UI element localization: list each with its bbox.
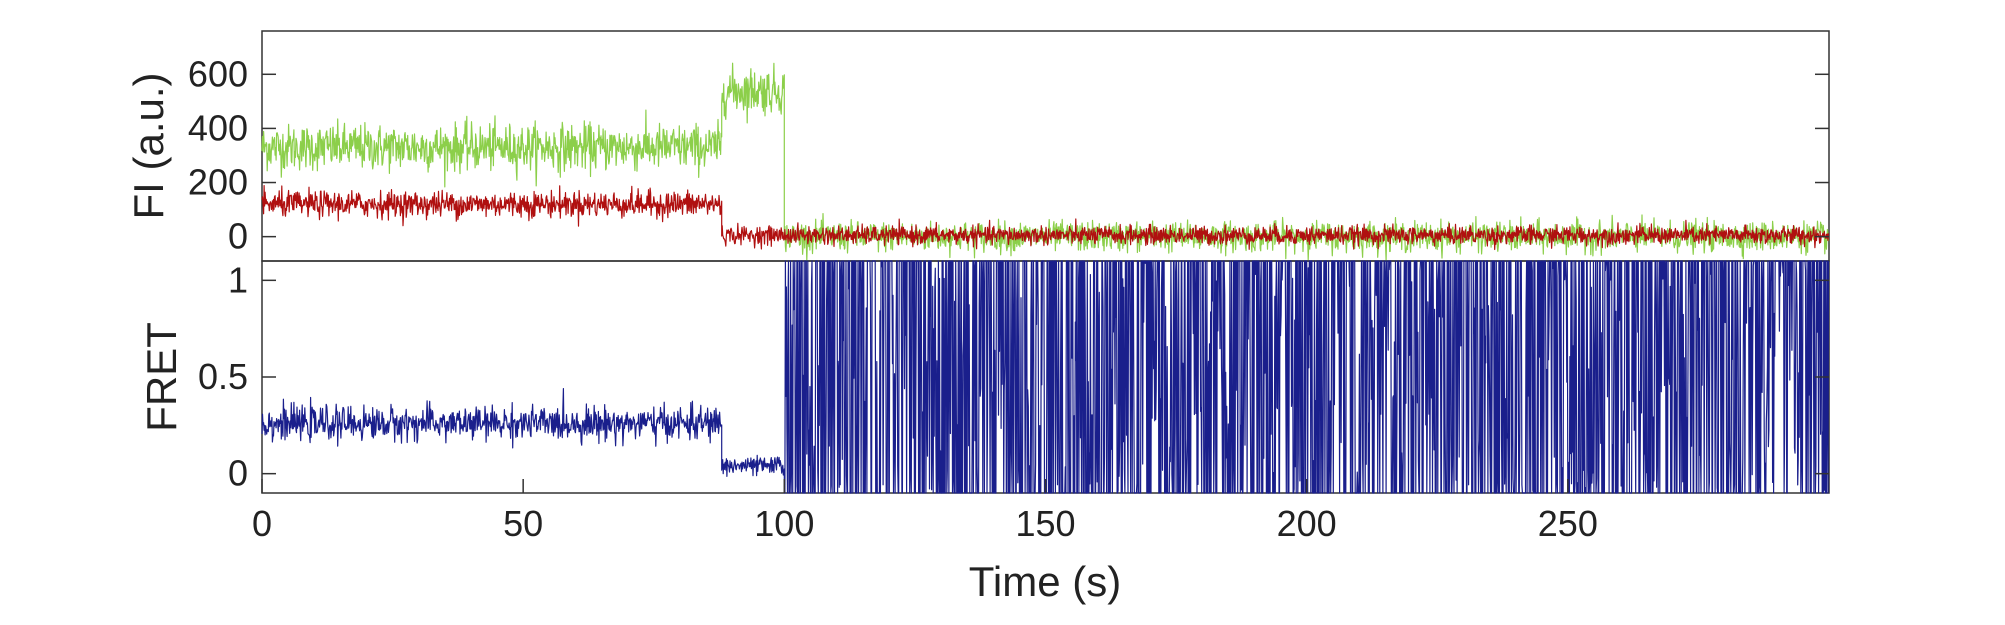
y-tick-label: 0 [228,453,248,494]
series-line-1-0 [261,260,1830,494]
y-tick-label: 200 [188,162,248,203]
y-tick-label: 600 [188,53,248,94]
x-tick-label: 200 [1277,503,1337,544]
x-tick-label: 150 [1015,503,1075,544]
bottom-y-ticks: 00.51 [198,259,1829,494]
top-y-ticks: 0 200 400 600 [188,53,1829,257]
y-tick-label: 400 [188,107,248,148]
y-tick-label: 1 [228,259,248,300]
bottom-y-axis-label: FRET [138,322,185,432]
x-tick-label: 50 [503,503,543,544]
x-tick-label: 100 [754,503,814,544]
series-line-0-1 [261,185,1830,251]
y-tick-label: 0 [228,216,248,257]
top-y-axis-label: FI (a.u.) [125,72,172,219]
bottom-panel: 00.51 0 50 100 150 200 250 FRET Time (s) [138,259,1830,605]
fret-trace [261,260,1830,494]
x-tick-label: 250 [1538,503,1598,544]
top-panel: 0 200 400 600 FI (a.u.) [125,30,1830,262]
bottom-x-ticks: 0 50 100 150 200 250 [252,479,1598,544]
x-tick-label: 0 [252,503,272,544]
y-tick-label: 0.5 [198,356,248,397]
intensity-traces [261,62,1830,262]
x-axis-label: Time (s) [969,558,1121,605]
